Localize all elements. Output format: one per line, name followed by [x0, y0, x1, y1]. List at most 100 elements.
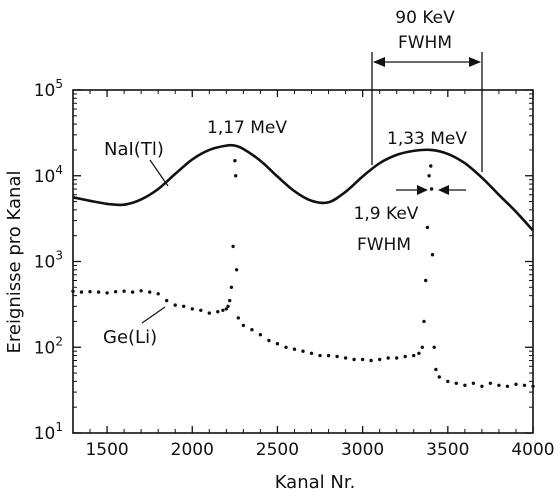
x-axis-title: Kanal Nr. — [275, 472, 356, 493]
ge-point — [522, 383, 527, 387]
ge-point — [275, 342, 280, 346]
nai-curve — [72, 143, 534, 232]
peak-1-label: 1,17 MeV — [207, 118, 287, 138]
ge-point — [241, 323, 246, 328]
x-tick-label: 3000 — [341, 440, 384, 460]
ge-point — [190, 307, 194, 311]
series-nai-line — [72, 143, 534, 232]
ge-point — [234, 268, 239, 272]
ge-point — [250, 328, 254, 332]
fwhm-narrow-arrow-right — [438, 185, 449, 195]
y-tick-label: 101 — [34, 420, 63, 444]
ge-point — [403, 354, 407, 359]
ge-point — [422, 319, 426, 324]
fwhm-wide-arrow-left — [373, 57, 385, 67]
ge-point — [386, 356, 390, 360]
ge-point — [79, 290, 84, 294]
ge-point — [434, 367, 438, 372]
ge-point — [395, 356, 399, 360]
ge-point — [429, 187, 434, 191]
ge-point — [130, 290, 135, 294]
nai-series-label: NaI(Tl) — [104, 139, 164, 160]
ge-point — [378, 357, 382, 362]
ge-point — [343, 356, 348, 360]
x-tick-label: 2500 — [256, 440, 299, 460]
ge-point — [335, 354, 339, 359]
ge-point — [224, 307, 228, 311]
ge-point — [437, 375, 441, 379]
fwhm-wide-arrow-right — [469, 57, 481, 67]
y-tick-label: 105 — [34, 77, 63, 101]
x-tick-label: 2000 — [171, 440, 214, 460]
ge-point — [463, 383, 467, 387]
ge-point — [156, 292, 160, 296]
ge-point — [267, 338, 271, 343]
ge-point — [229, 285, 234, 289]
ge-point — [182, 304, 186, 308]
ge-point — [284, 345, 288, 349]
ge-point — [360, 357, 365, 362]
ge-point — [309, 351, 314, 355]
ge-point — [497, 383, 501, 387]
y-tick-label: 103 — [34, 249, 63, 273]
ge-point — [427, 174, 431, 178]
ge-point — [369, 358, 373, 363]
ge-point — [514, 382, 518, 386]
ge-point — [236, 316, 240, 320]
ge-point — [221, 308, 225, 312]
y-axis-title: Ereignisse pro Kanal — [4, 171, 25, 354]
ge-point — [430, 253, 435, 257]
ge-point — [425, 225, 430, 230]
ge-point — [173, 303, 177, 307]
ge-point — [326, 353, 331, 358]
ge-point — [531, 384, 535, 388]
ge-point — [318, 353, 322, 358]
ge-point — [199, 308, 203, 312]
ge-point — [88, 290, 92, 294]
y-tick-label: 102 — [34, 334, 63, 358]
ge-point — [231, 244, 235, 249]
ge-point — [165, 298, 169, 303]
fwhm-narrow-value: 1,9 KeV — [354, 204, 419, 224]
peak-2-label: 1,33 MeV — [387, 129, 467, 149]
x-tick-label: 3500 — [426, 440, 469, 460]
ge-point — [412, 353, 416, 358]
ge-point — [505, 384, 510, 388]
ge-point — [105, 291, 109, 295]
ge-point — [429, 164, 433, 168]
ge-point — [446, 379, 450, 384]
ge-point — [424, 278, 428, 283]
fwhm-narrow-arrow-left — [417, 185, 428, 195]
ge-point — [420, 345, 424, 349]
annotations — [141, 52, 483, 324]
series-ge-points — [71, 159, 535, 388]
ge-point — [488, 381, 493, 385]
ge-point — [417, 351, 421, 355]
ge-point — [301, 349, 305, 353]
ge-point — [113, 290, 118, 294]
ge-series-label: Ge(Li) — [103, 327, 157, 348]
ge-point — [122, 289, 126, 293]
ge-point — [432, 345, 436, 349]
axis-ticks: 1500 2000 2500 3000 3500 4000 101 102 103 104 105 — [34, 77, 555, 460]
ge-point — [480, 384, 484, 388]
ge-point — [352, 357, 356, 362]
fwhm-wide-value: 90 KeV — [395, 8, 455, 28]
ge-point — [71, 289, 75, 293]
fwhm-wide-unit: FWHM — [398, 33, 452, 53]
ge-point — [471, 381, 476, 385]
ge-point — [233, 159, 237, 163]
fwhm-narrow-unit: FWHM — [357, 235, 411, 255]
ge-point — [216, 310, 220, 314]
ge-point — [234, 174, 238, 178]
y-tick-label: 104 — [34, 163, 63, 187]
ge-point — [96, 290, 101, 294]
ge-point — [148, 290, 152, 294]
ge-point — [139, 289, 143, 293]
ge-point — [228, 298, 232, 303]
ge-point — [207, 311, 211, 315]
ge-point — [258, 333, 263, 337]
ge-point — [226, 304, 230, 308]
